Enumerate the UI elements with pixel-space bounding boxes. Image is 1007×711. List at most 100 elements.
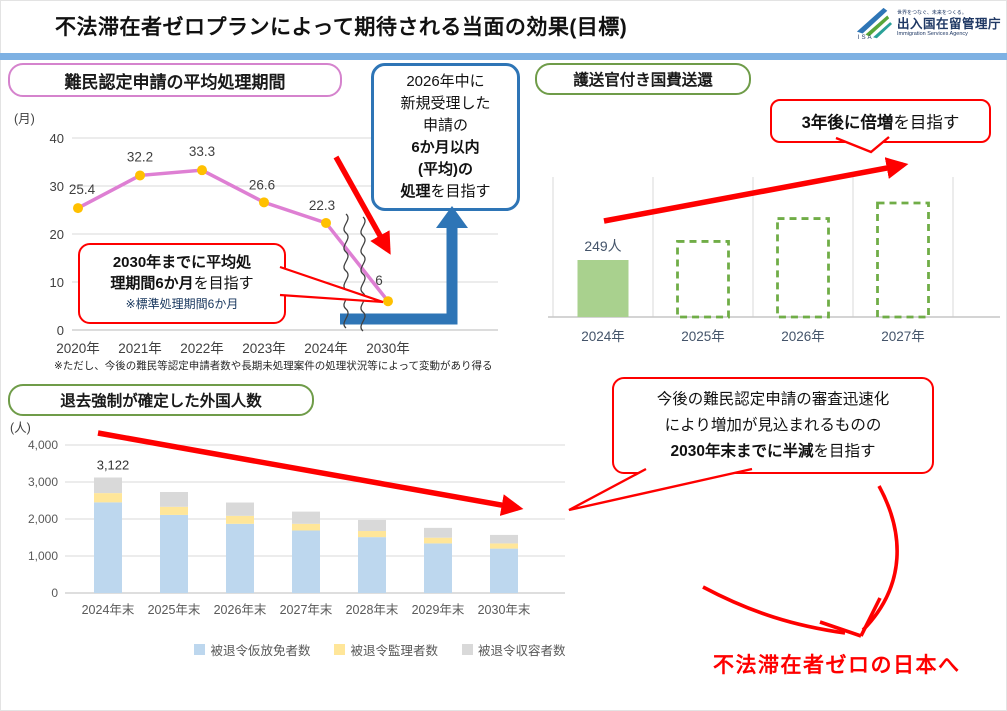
x-tick-label: 2025年末 bbox=[148, 603, 201, 617]
stack-segment bbox=[292, 530, 320, 593]
logo-agency-name: 出入国在留管理庁 bbox=[896, 16, 1001, 31]
escort-bar-chart: 249人 2024年 2025年 2026年 2027年 bbox=[548, 177, 1000, 344]
data-point-marker bbox=[197, 165, 207, 176]
x-tick-label: 2022年 bbox=[180, 341, 224, 356]
bar-value-label: 249人 bbox=[584, 238, 621, 254]
x-tick-label: 2030年 bbox=[366, 341, 410, 356]
x-tick-label: 2026年 bbox=[781, 329, 825, 344]
legend-swatch bbox=[194, 644, 206, 655]
stack-segment bbox=[490, 548, 518, 593]
callout-line: 今後の難民認定申請の審査迅速化 bbox=[656, 390, 890, 408]
stack-segment bbox=[226, 523, 254, 593]
page-title: 不法滞在者ゼロプランによって期待される当面の効果(目標) bbox=[55, 16, 628, 39]
stack-segment bbox=[424, 527, 452, 538]
y-tick-label: 40 bbox=[50, 131, 64, 146]
stack-segment bbox=[358, 519, 386, 532]
legend-label: 被退令収容者数 bbox=[478, 644, 566, 658]
y-tick-label: 1,000 bbox=[28, 549, 58, 563]
x-tick-label: 2023年 bbox=[242, 341, 286, 356]
x-tick-label: 2025年 bbox=[681, 329, 725, 344]
data-point-label: 32.2 bbox=[127, 149, 153, 164]
total-label: 3,122 bbox=[97, 457, 130, 472]
stack-segment bbox=[226, 502, 254, 516]
x-tick-label: 2028年末 bbox=[346, 603, 399, 617]
escort-chart-title: 護送官付き国費送還 bbox=[573, 72, 713, 89]
y-tick-label: 2,000 bbox=[28, 512, 58, 526]
refugee-chart-footnote: ※ただし、今後の難民等認定申請者数や長期未処理案件の処理状況等によって変動があり… bbox=[54, 360, 493, 372]
stack-segment bbox=[358, 531, 386, 538]
logo-agency-name-en: Immigration Services Agency bbox=[896, 30, 968, 37]
title-accent-bar bbox=[0, 53, 1007, 60]
data-point-marker bbox=[73, 203, 83, 214]
data-point-marker bbox=[383, 296, 393, 307]
deportation-stacked-chart: 0 1,000 2,000 3,000 4,000 2024年末 2025年末 2026年末 2… bbox=[28, 438, 565, 617]
data-point-marker bbox=[259, 197, 269, 208]
stack-segment bbox=[94, 502, 122, 593]
goal-box-line: 新規受理した bbox=[400, 95, 491, 112]
y-tick-label: 4,000 bbox=[28, 438, 58, 452]
stack-segment bbox=[292, 511, 320, 524]
processing-goal-box: 2026年中に 新規受理した 申請の 6か月以内 (平均)の 処理を目指す bbox=[371, 63, 520, 211]
y-tick-label: 3,000 bbox=[28, 475, 58, 489]
goal-box-line: 6か月以内 bbox=[411, 139, 480, 156]
x-tick-label: 2024年 bbox=[304, 341, 348, 356]
callout-line: により増加が見込まれるものの bbox=[664, 416, 882, 434]
deportation-chart-title: 退去強制が確定した外国人数 bbox=[60, 393, 262, 410]
y-tick-label: 10 bbox=[50, 275, 64, 290]
refugee-x-axis: 2020年 2021年 2022年 2023年 2024年 2030年 bbox=[56, 341, 410, 356]
y-tick-label: 0 bbox=[51, 586, 58, 600]
stack-segment bbox=[490, 534, 518, 544]
y-tick-label: 30 bbox=[50, 179, 64, 194]
x-tick-label: 2024年 bbox=[581, 329, 625, 344]
deportation-chart-header: 退去強制が確定した外国人数 bbox=[8, 384, 314, 416]
goal-box-bold-text: 処理 bbox=[400, 183, 431, 200]
refugee-chart-header: 難民認定申請の平均処理期間 bbox=[8, 63, 342, 97]
goal-box-line: 処理を目指す bbox=[400, 181, 490, 203]
escort-double-callout: 3年後に倍増 を目指す bbox=[770, 99, 991, 143]
bar-target bbox=[776, 217, 830, 319]
svg-text:ISA: ISA bbox=[858, 34, 874, 41]
escort-chart-header: 護送官付き国費送還 bbox=[535, 63, 751, 95]
final-goal-text: 不法滞在者ゼロの日本へ bbox=[713, 654, 961, 677]
refugee-y-unit: (月) bbox=[14, 112, 35, 126]
stack-segment bbox=[160, 491, 188, 507]
deportation-chart-legend: 被退令仮放免者数 被退令監理者数 被退令収容者数 bbox=[150, 640, 610, 659]
callout-bold-text: 理期間6か月 bbox=[110, 275, 194, 292]
refugee-chart-title: 難民認定申請の平均処理期間 bbox=[64, 72, 286, 92]
stack-segment bbox=[292, 523, 320, 531]
x-tick-label: 2026年末 bbox=[214, 603, 267, 617]
callout-text: を目指す bbox=[813, 442, 876, 460]
deportation-halve-callout: 今後の難民認定申請の審査迅速化 により増加が見込まれるものの 2030年末までに… bbox=[612, 377, 934, 474]
stack-segment bbox=[160, 506, 188, 515]
goal-box-line: (平均)の bbox=[418, 161, 473, 178]
goal-box-text: を目指す bbox=[430, 183, 491, 200]
y-tick-label: 20 bbox=[50, 227, 64, 242]
stack-segment bbox=[94, 477, 122, 494]
x-tick-label: 2021年 bbox=[118, 341, 162, 356]
callout-line: 2030年末までに半減を目指す bbox=[614, 439, 932, 465]
x-tick-label: 2020年 bbox=[56, 341, 100, 356]
goal-box-line: 申請の bbox=[422, 117, 468, 134]
data-point-marker bbox=[135, 170, 145, 181]
final-goal-arrows bbox=[702, 485, 899, 638]
stack-segment bbox=[94, 493, 122, 503]
bar-actual bbox=[577, 260, 629, 317]
stack-segment bbox=[490, 543, 518, 549]
data-point-label: 26.6 bbox=[249, 177, 275, 192]
y-tick-label: 0 bbox=[57, 323, 64, 338]
x-tick-label: 2024年末 bbox=[82, 603, 135, 617]
legend-item: 被退令仮放免者数 bbox=[194, 640, 310, 659]
logo-tagline: 世界をつなぐ、未来をつくる。 bbox=[896, 9, 967, 16]
stack-segment bbox=[160, 514, 188, 593]
callout-bold-text: 3年後に倍増 bbox=[801, 114, 894, 132]
bar-target bbox=[676, 240, 730, 319]
x-tick-label: 2027年 bbox=[881, 329, 925, 344]
x-tick-label: 2030年末 bbox=[478, 603, 531, 617]
data-point-label: 25.4 bbox=[69, 182, 96, 197]
callout-note: ※標準処理期間6か月 bbox=[125, 297, 239, 311]
x-tick-label: 2029年末 bbox=[412, 603, 465, 617]
goal-box-line: 2026年中に bbox=[406, 73, 485, 90]
legend-item: 被退令収容者数 bbox=[462, 640, 566, 659]
stack-segment bbox=[424, 537, 452, 544]
